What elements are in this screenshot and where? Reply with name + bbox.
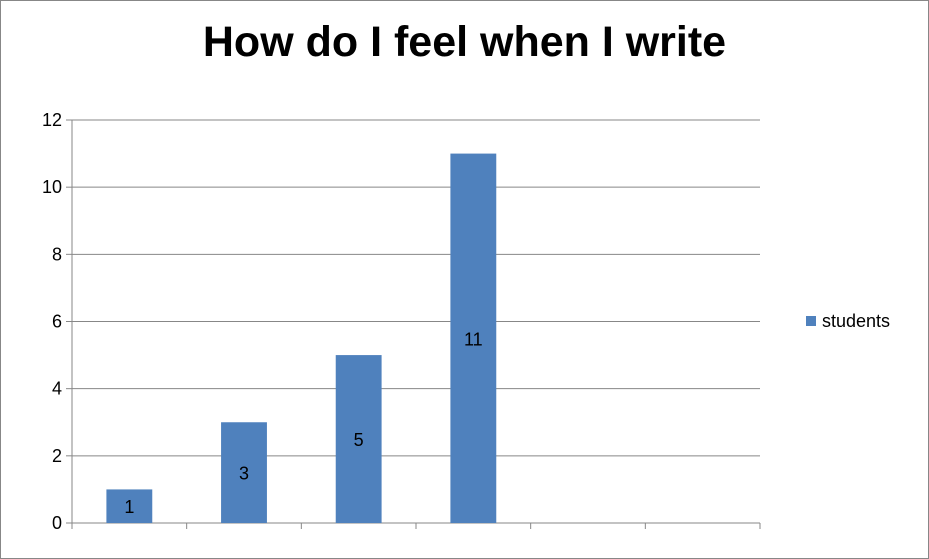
y-tick-label-12: 12	[42, 110, 62, 130]
bar-3	[450, 153, 497, 524]
y-tick-label-8: 8	[52, 244, 62, 264]
data-label-0: 1	[124, 497, 134, 517]
y-tick-label-2: 2	[52, 446, 62, 466]
y-tick-label-0: 0	[52, 513, 62, 533]
legend-swatch-students	[806, 316, 816, 326]
legend-label-students: students	[822, 310, 891, 331]
data-label-2: 5	[354, 430, 364, 450]
bar-1	[221, 422, 267, 523]
legend: students	[806, 311, 890, 331]
bar-2	[335, 355, 382, 523]
bar-0	[106, 489, 153, 523]
data-label-1: 3	[239, 464, 249, 484]
chart-title: How do I feel when I write	[202, 18, 727, 66]
y-tick-label-6: 6	[52, 312, 62, 332]
data-label-3: 11	[464, 329, 483, 349]
y-tick-label-10: 10	[42, 177, 62, 197]
y-tick-label-4: 4	[52, 379, 62, 399]
